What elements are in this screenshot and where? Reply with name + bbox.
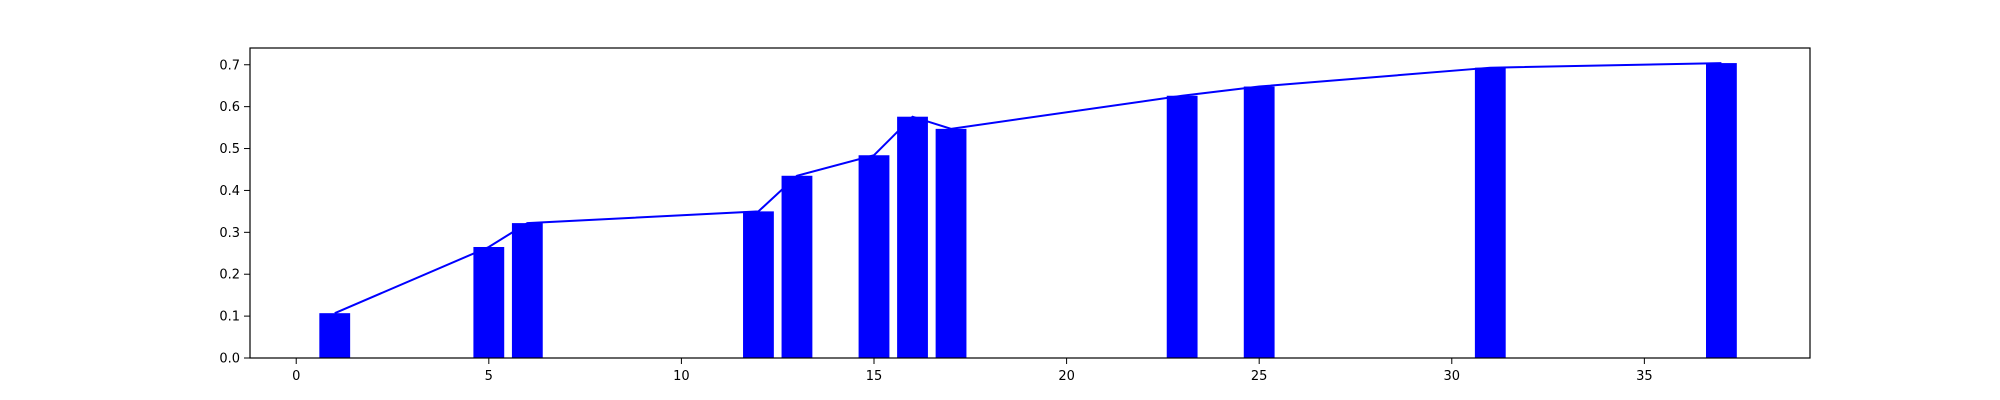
x-tick-label: 0 (292, 369, 300, 384)
bar (858, 155, 890, 358)
x-tick-label: 30 (1444, 369, 1461, 384)
y-tick-label: 0.0 (219, 352, 240, 367)
x-tick-label: 25 (1251, 369, 1268, 384)
x-tick-label: 10 (673, 369, 690, 384)
bar (511, 223, 543, 358)
y-tick-label: 0.4 (219, 184, 240, 199)
y-tick-label: 0.3 (219, 226, 240, 241)
y-tick-label: 0.5 (219, 142, 240, 157)
bar (473, 246, 505, 358)
bar (1706, 63, 1737, 358)
bar (935, 128, 967, 358)
bars-layer (319, 63, 1737, 359)
plot-frame (249, 47, 1811, 359)
x-tick-label: 5 (485, 369, 493, 384)
series-line (334, 62, 1722, 315)
y-tick-label: 0.1 (219, 310, 240, 325)
bar (781, 175, 813, 358)
x-tick-label: 20 (1058, 369, 1075, 384)
bar (897, 116, 928, 359)
ticks-layer: 0 5 10 15 20 25 30 35 0.0 0.1 0.2 0.3 0.4 0.5 0.6 0.7 (219, 58, 1652, 384)
bar (1166, 95, 1198, 358)
bar (319, 313, 351, 358)
y-tick-label: 0.2 (219, 268, 240, 283)
axes-layer (249, 47, 1811, 359)
bar (743, 211, 774, 358)
y-tick-label: 0.6 (219, 100, 240, 115)
x-tick-label: 15 (866, 369, 883, 384)
y-tick-label: 0.7 (219, 58, 240, 73)
line-layer (334, 62, 1722, 315)
bar (1243, 86, 1275, 359)
bar (1474, 67, 1506, 359)
x-tick-label: 35 (1636, 369, 1653, 384)
